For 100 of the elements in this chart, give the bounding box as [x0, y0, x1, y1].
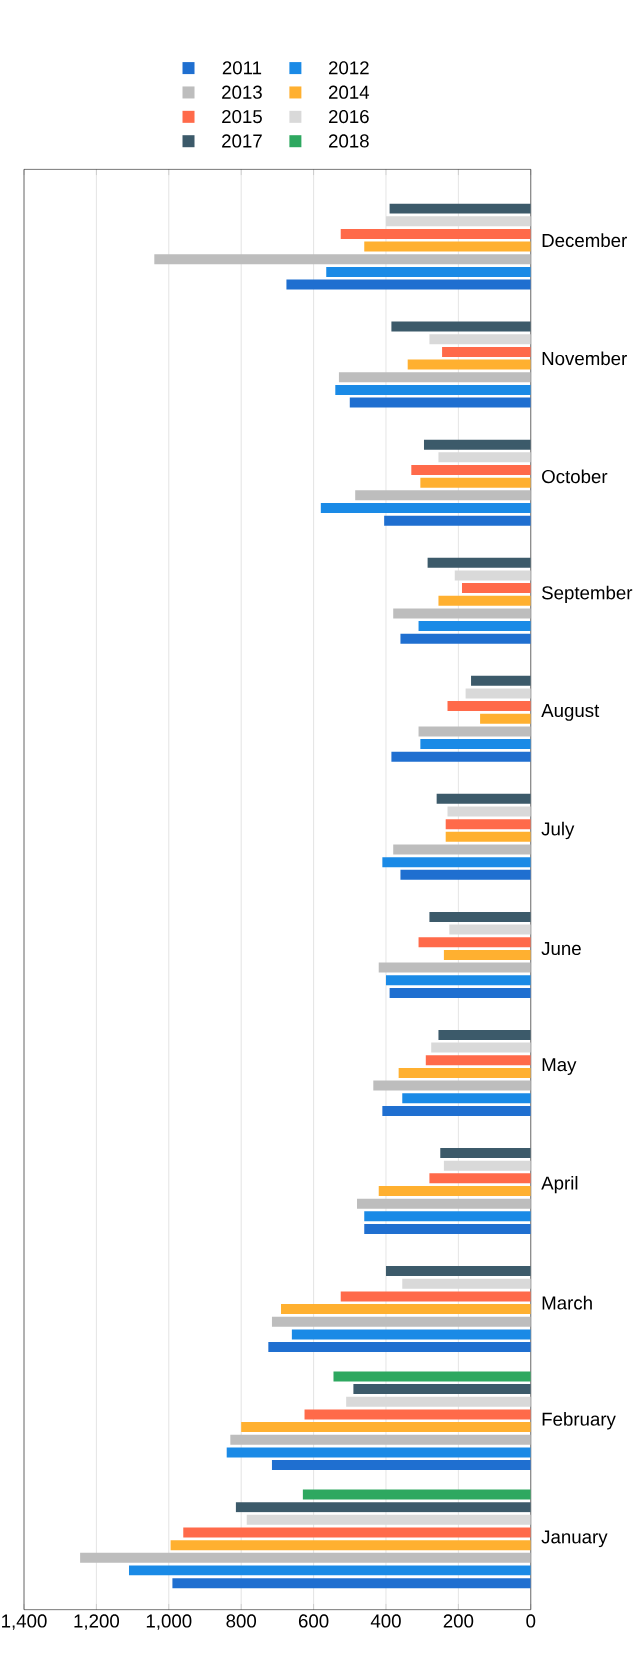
bar: [443, 949, 531, 960]
legend-label: 2015: [222, 109, 262, 124]
bar: [429, 1173, 531, 1184]
bar: [364, 1224, 531, 1235]
bar: [389, 203, 531, 214]
bar: [302, 1489, 531, 1500]
bar: [431, 1042, 531, 1053]
bar: [326, 266, 531, 277]
bar: [436, 793, 531, 804]
bar: [378, 962, 531, 973]
bar: [407, 359, 531, 370]
bar: [400, 869, 531, 880]
bar: [461, 583, 531, 594]
bar: [402, 1093, 531, 1104]
bar: [373, 1080, 531, 1091]
bar: [480, 713, 531, 724]
bar: [304, 1409, 531, 1420]
bar: [425, 1055, 531, 1066]
y-tick-label: May: [542, 1058, 577, 1075]
bar: [438, 1029, 531, 1040]
bar: [291, 1329, 531, 1340]
bar: [449, 924, 531, 935]
bar: [340, 1291, 531, 1302]
bar: [411, 465, 531, 475]
y-tick-label: November: [542, 351, 627, 366]
y-tick-label: April: [541, 1175, 578, 1194]
y-tick-label: January: [541, 1530, 608, 1548]
bar: [226, 1447, 531, 1458]
bar: [385, 1266, 531, 1277]
bar: [170, 1540, 531, 1551]
bar: [447, 701, 531, 712]
bar: [384, 515, 531, 526]
bar: [340, 228, 531, 239]
bar: [447, 806, 531, 817]
bar: [356, 1198, 531, 1209]
bar: [230, 1434, 531, 1445]
bar: [382, 1105, 531, 1116]
bar: [427, 557, 531, 568]
bar: [246, 1514, 531, 1525]
bar: [429, 334, 531, 345]
bar: [438, 595, 531, 606]
bar: [418, 621, 531, 632]
bar: [445, 819, 531, 830]
legend-label: 2016: [328, 109, 369, 124]
bar: [183, 1527, 531, 1538]
bar: [420, 739, 531, 750]
bar: [445, 831, 531, 842]
bar: [378, 1186, 531, 1196]
bar: [442, 346, 531, 357]
bar: [389, 987, 531, 998]
bar: [80, 1552, 531, 1563]
x-tick-label: 0: [526, 1614, 536, 1628]
bar: [423, 439, 531, 450]
y-tick-label: July: [541, 821, 575, 840]
x-tick-label: 1,000: [146, 1614, 192, 1630]
bar: [443, 1160, 531, 1171]
bar: [364, 1211, 531, 1222]
legend-label: 2013: [222, 85, 262, 99]
bar: [286, 279, 531, 290]
legend-label: 2017: [222, 134, 262, 148]
y-tick-label: August: [541, 704, 600, 721]
bar: [382, 857, 531, 868]
bar: [364, 241, 531, 252]
y-tick-label: December: [542, 233, 627, 248]
legend-label: 2018: [328, 134, 369, 148]
y-tick-label: February: [542, 1412, 616, 1430]
y-tick-label: October: [541, 469, 608, 484]
bar: [128, 1565, 531, 1576]
bar: [438, 452, 531, 463]
y-tick-label: September: [541, 585, 633, 604]
bar: [335, 384, 531, 395]
bar: [391, 751, 531, 762]
legend-label: 2012: [328, 61, 369, 75]
x-tick-label: 800: [226, 1614, 256, 1628]
bar: [338, 372, 531, 383]
bar: [353, 1384, 531, 1395]
bar: [429, 911, 531, 922]
y-tick-label: March: [542, 1295, 592, 1310]
bar: [398, 1067, 531, 1078]
bar: [393, 608, 531, 619]
bar: [333, 1371, 531, 1382]
bar: [440, 1147, 531, 1158]
y-tick-label: June: [541, 942, 581, 956]
bar: [349, 397, 531, 408]
bar: [241, 1422, 531, 1433]
x-tick-label: 1,200: [74, 1614, 119, 1630]
legend-label: 2011: [222, 61, 262, 75]
bar: [420, 477, 531, 488]
bar: [418, 726, 531, 737]
x-tick-label: 200: [443, 1614, 474, 1628]
bar: [465, 688, 531, 699]
bar: [385, 216, 531, 227]
bar: [235, 1502, 531, 1513]
x-tick-label: 1,400: [2, 1614, 47, 1630]
bar: [355, 490, 531, 501]
bar: [346, 1396, 531, 1407]
bar: [391, 321, 531, 332]
bar: [470, 675, 531, 686]
bar: [280, 1304, 531, 1315]
bar: [402, 1278, 531, 1289]
